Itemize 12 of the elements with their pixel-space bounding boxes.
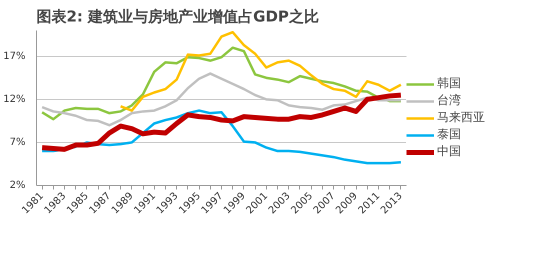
y-tick-label: 12% xyxy=(3,94,26,105)
legend-label: 台湾 xyxy=(437,92,461,109)
chart-title: 图表2: 建筑业与房地产业增值占GDP之比 xyxy=(36,8,319,26)
legend-label: 中国 xyxy=(437,143,461,160)
legend-label: 韩国 xyxy=(437,75,461,92)
line-series xyxy=(40,72,402,126)
y-tick-label: 2% xyxy=(10,180,26,191)
y-tick-label: 7% xyxy=(10,136,26,148)
line-series xyxy=(119,30,402,112)
y-tick-label: 17% xyxy=(3,50,26,62)
legend-label: 泰国 xyxy=(437,126,461,143)
legend-label: 马来西亚 xyxy=(437,109,485,126)
